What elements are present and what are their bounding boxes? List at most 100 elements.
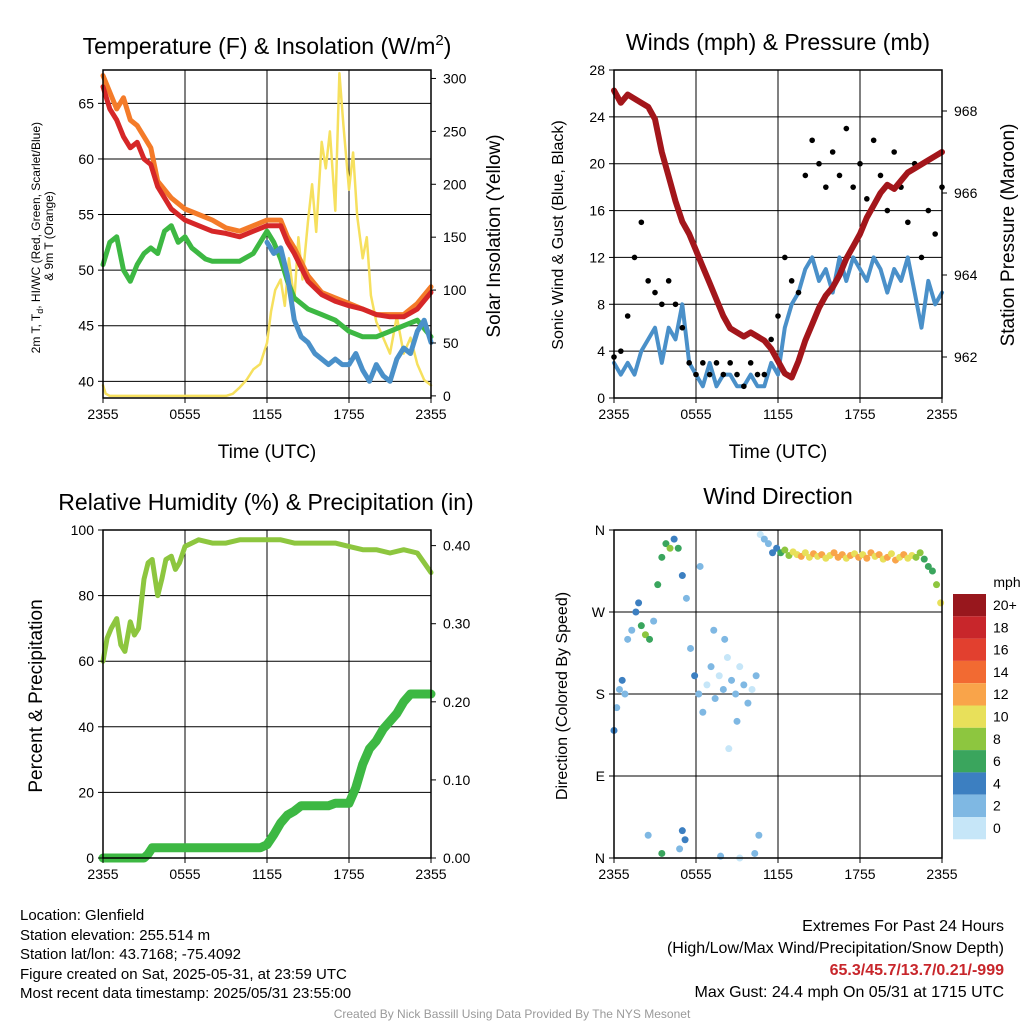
direction-point-37 xyxy=(752,672,760,680)
gust-point-33 xyxy=(836,172,843,179)
colorbar-label-7: 6 xyxy=(993,753,1001,769)
rh-ytick-4: 80 xyxy=(78,588,94,604)
gust-point-39 xyxy=(877,172,884,179)
gust-point-4 xyxy=(638,219,645,226)
speed-colorbar: 20+ 18 16 14 12 10 8 6 4 2 0 xyxy=(953,594,1017,840)
gust-point-36 xyxy=(857,160,863,167)
direction-point-19 xyxy=(678,572,686,580)
temp-xtick-1: 0555 xyxy=(169,406,200,422)
colorbar-title: mph xyxy=(993,574,1020,590)
rh-frame xyxy=(102,529,432,859)
direction-point-84 xyxy=(678,827,686,835)
direction-point-16 xyxy=(666,544,674,552)
gust-point-45 xyxy=(918,254,925,261)
wdir-xtick-1: 0555 xyxy=(680,866,711,882)
gust-point-1 xyxy=(618,348,624,354)
direction-point-25 xyxy=(703,681,711,689)
direction-point-28 xyxy=(715,672,723,680)
gust-point-16 xyxy=(720,371,727,378)
gust-point-31 xyxy=(823,184,829,190)
direction-point-36 xyxy=(748,685,756,693)
direction-point-39 xyxy=(760,535,768,543)
gust-point-8 xyxy=(665,278,672,284)
wdir-ytick-4: N xyxy=(595,522,605,538)
direction-point-44 xyxy=(781,546,789,554)
gust-point-38 xyxy=(870,137,877,144)
station-latlon: Station lat/lon: 43.7168; -75.4092 xyxy=(20,946,242,963)
temp-xtick-3: 1755 xyxy=(333,406,364,422)
wdir-ytick-1: E xyxy=(596,768,605,784)
rh-ytick-1: 20 xyxy=(78,784,94,800)
direction-point-14 xyxy=(658,553,666,561)
temp-ytick-2: 50 xyxy=(78,262,94,278)
winds-ytick-3: 12 xyxy=(589,249,605,265)
direction-point-96 xyxy=(725,745,733,753)
temp-y2tick-5: 250 xyxy=(443,123,467,139)
gust-point-30 xyxy=(816,160,822,167)
direction-point-15 xyxy=(662,540,670,548)
station-location: Location: Glenfield xyxy=(20,907,145,924)
winds-y2tick-2: 966 xyxy=(954,185,978,201)
rh-y2tick-2: 0.20 xyxy=(443,694,470,710)
rh-xtick-3: 1755 xyxy=(333,866,364,882)
winds-series xyxy=(611,87,945,390)
colorbar-label-6: 8 xyxy=(993,731,1001,747)
rh-series-rh xyxy=(100,537,434,664)
winds-axes: 2355 0555 1155 1755 235504812162024289629649… xyxy=(589,62,977,422)
winds-y2tick-3: 968 xyxy=(954,103,978,119)
gust-point-35 xyxy=(850,184,856,190)
temp-frame xyxy=(102,69,432,399)
gust-point-28 xyxy=(802,172,809,179)
temp-ytick-5: 65 xyxy=(78,95,94,111)
gust-point-19 xyxy=(741,383,747,390)
gust-point-41 xyxy=(891,149,897,155)
humidity-ylabel: Percent & Precipitation xyxy=(26,599,47,792)
rh-xtick-2: 1155 xyxy=(252,866,282,882)
direction-point-27 xyxy=(711,695,719,703)
winds-xtick-1: 0555 xyxy=(680,406,711,422)
direction-point-92 xyxy=(696,562,704,570)
colorbar-label-8: 4 xyxy=(993,775,1001,791)
temperature-ylabel: 2m T, Td, HI/WC (Red, Green, Scarlet/Blu… xyxy=(29,119,56,354)
credit-line: Created By Nick Bassill Using Data Provi… xyxy=(333,1007,691,1021)
direction-point-17 xyxy=(670,535,678,543)
gust-point-21 xyxy=(754,371,761,378)
gust-point-2 xyxy=(624,313,631,319)
direction-point-10 xyxy=(641,631,649,639)
rh-y2tick-1: 0.10 xyxy=(443,772,470,788)
direction-point-33 xyxy=(736,663,744,671)
direction-point-18 xyxy=(674,544,682,552)
winds-ytick-6: 24 xyxy=(589,109,605,125)
temp-series-t2m xyxy=(100,84,434,320)
direction-point-87 xyxy=(644,831,652,839)
direction-point-93 xyxy=(710,626,718,634)
wind-direction-panel: Wind Direction 2355 0555 1155 1755 2355NESWN… xyxy=(554,483,1021,882)
colorbar-swatch-9 xyxy=(953,794,986,817)
rh-xtick-0: 2355 xyxy=(87,866,118,882)
direction-point-12 xyxy=(650,617,658,625)
temperature-axes: 2355 0555 1155 1755 2355 40 45 50 55 60 65 0 50 100 15… xyxy=(78,69,467,422)
colorbar-swatch-4 xyxy=(953,683,986,706)
direction-point-95 xyxy=(733,717,741,725)
direction-point-2 xyxy=(615,685,623,693)
gust-point-3 xyxy=(631,254,638,261)
winds-y2label: Station Pressure (Maroon) xyxy=(998,124,1019,347)
direction-point-13 xyxy=(654,581,662,589)
colorbar-label-1: 18 xyxy=(993,619,1009,635)
direction-point-20 xyxy=(682,594,690,602)
direction-point-67 xyxy=(875,551,883,559)
gust-point-29 xyxy=(809,137,815,144)
direction-point-40 xyxy=(764,540,772,548)
temp-y2tick-2: 100 xyxy=(443,282,467,298)
temp-series-hiwc xyxy=(264,239,434,384)
temp-ytick-1: 45 xyxy=(78,318,94,334)
winds-series-wind xyxy=(612,255,944,389)
station-elevation: Station elevation: 255.514 m xyxy=(20,926,211,944)
gust-point-9 xyxy=(672,301,679,308)
temp-xtick-0: 2355 xyxy=(87,406,118,422)
rh-y2tick-0: 0.00 xyxy=(443,850,470,866)
direction-point-6 xyxy=(628,626,636,634)
station-info: Location: Glenfield Station elevation: 2… xyxy=(20,906,351,1004)
direction-point-30 xyxy=(723,654,731,662)
wind-direction-title: Wind Direction xyxy=(703,483,853,509)
